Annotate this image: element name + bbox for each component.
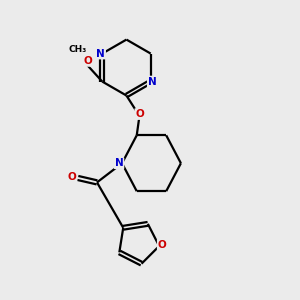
Text: N: N — [115, 158, 124, 168]
Text: O: O — [83, 56, 92, 66]
Text: O: O — [135, 109, 144, 119]
Text: N: N — [148, 76, 157, 86]
Text: N: N — [96, 49, 105, 58]
Text: O: O — [158, 240, 167, 250]
Text: CH₃: CH₃ — [68, 45, 86, 54]
Text: O: O — [68, 172, 76, 182]
